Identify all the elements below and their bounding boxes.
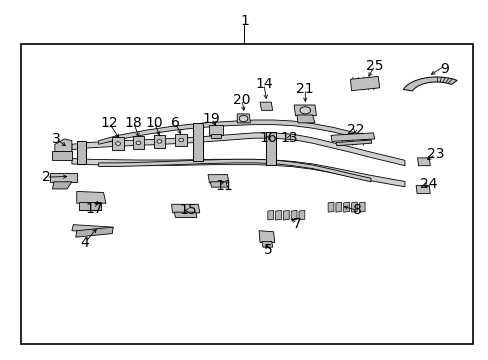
Text: 22: 22 xyxy=(346,123,364,137)
Polygon shape xyxy=(266,132,276,165)
Ellipse shape xyxy=(299,107,310,114)
Polygon shape xyxy=(290,210,296,220)
Text: 14: 14 xyxy=(255,77,272,91)
Text: 18: 18 xyxy=(124,116,142,130)
Polygon shape xyxy=(210,182,227,187)
Polygon shape xyxy=(359,202,365,212)
Polygon shape xyxy=(175,134,187,147)
Text: 3: 3 xyxy=(51,132,60,146)
Polygon shape xyxy=(237,114,250,123)
Polygon shape xyxy=(343,202,349,212)
Text: 24: 24 xyxy=(419,177,436,191)
Polygon shape xyxy=(52,182,72,189)
Polygon shape xyxy=(174,212,197,217)
Polygon shape xyxy=(99,159,370,182)
Polygon shape xyxy=(267,210,273,220)
Polygon shape xyxy=(403,77,456,91)
Text: 10: 10 xyxy=(145,116,163,130)
Text: 17: 17 xyxy=(86,202,103,216)
Polygon shape xyxy=(77,192,106,203)
Bar xyxy=(21,44,472,344)
Ellipse shape xyxy=(157,140,162,143)
Text: 15: 15 xyxy=(180,203,197,217)
Polygon shape xyxy=(77,141,86,164)
Polygon shape xyxy=(193,123,203,161)
Polygon shape xyxy=(79,202,101,210)
Text: 6: 6 xyxy=(171,116,180,130)
Polygon shape xyxy=(50,173,77,182)
Polygon shape xyxy=(72,133,404,166)
Ellipse shape xyxy=(136,141,141,145)
Polygon shape xyxy=(99,120,370,144)
Polygon shape xyxy=(417,158,429,166)
Polygon shape xyxy=(330,133,374,141)
Text: 9: 9 xyxy=(440,62,448,76)
Text: 20: 20 xyxy=(233,93,250,107)
Polygon shape xyxy=(351,202,357,212)
Ellipse shape xyxy=(116,142,120,145)
Text: 5: 5 xyxy=(263,243,272,257)
Polygon shape xyxy=(153,135,165,148)
Polygon shape xyxy=(209,125,222,135)
Polygon shape xyxy=(275,210,281,220)
Polygon shape xyxy=(283,210,288,220)
Polygon shape xyxy=(207,175,228,183)
Polygon shape xyxy=(211,134,221,138)
Polygon shape xyxy=(335,140,371,146)
Polygon shape xyxy=(350,76,379,91)
Polygon shape xyxy=(415,185,429,194)
Polygon shape xyxy=(327,202,333,212)
Polygon shape xyxy=(259,231,274,243)
Polygon shape xyxy=(298,210,304,220)
Polygon shape xyxy=(72,225,113,232)
Text: 7: 7 xyxy=(292,217,301,231)
Text: 21: 21 xyxy=(296,82,313,96)
Text: 13: 13 xyxy=(280,131,297,145)
Text: 4: 4 xyxy=(81,235,89,249)
Polygon shape xyxy=(262,242,272,247)
Text: 11: 11 xyxy=(215,179,232,193)
Polygon shape xyxy=(260,102,272,111)
Polygon shape xyxy=(55,139,72,152)
Text: 23: 23 xyxy=(426,147,444,161)
Polygon shape xyxy=(171,204,200,213)
Text: 16: 16 xyxy=(259,131,276,145)
Polygon shape xyxy=(335,202,341,212)
Text: 2: 2 xyxy=(41,170,50,184)
Polygon shape xyxy=(296,115,314,123)
Ellipse shape xyxy=(239,115,247,122)
Text: 8: 8 xyxy=(352,203,361,217)
Text: 19: 19 xyxy=(202,112,220,126)
Ellipse shape xyxy=(179,138,183,142)
Polygon shape xyxy=(293,105,316,116)
Text: 25: 25 xyxy=(366,59,383,73)
Text: 12: 12 xyxy=(101,116,118,130)
Text: 1: 1 xyxy=(240,14,248,28)
Polygon shape xyxy=(76,227,113,237)
Polygon shape xyxy=(72,158,404,187)
Polygon shape xyxy=(52,151,72,160)
Polygon shape xyxy=(112,137,123,150)
Polygon shape xyxy=(132,136,144,149)
